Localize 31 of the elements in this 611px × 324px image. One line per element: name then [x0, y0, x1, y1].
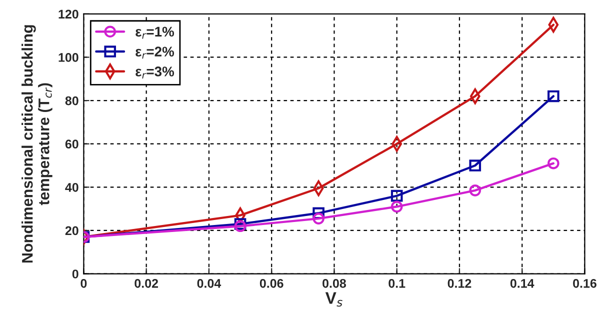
point	[548, 157, 560, 170]
x-axis-title: V$_{s}$	[325, 292, 342, 307]
y-tick-label: 80	[65, 96, 78, 106]
x-tick-label: 0	[80, 278, 87, 288]
y-tick-label: 0	[72, 270, 78, 278]
y-tick-label: 60	[65, 140, 78, 149]
point	[312, 207, 324, 220]
point	[390, 190, 403, 202]
point	[548, 90, 560, 102]
y-tick-label: 120	[58, 10, 78, 19]
x-tick-label: 0.1	[388, 278, 406, 288]
point	[234, 218, 246, 230]
y-tick-label: 40	[65, 182, 78, 192]
x-tick-label: 0.16	[573, 278, 596, 288]
legend-label: ε$_{r}$=1%	[136, 26, 174, 39]
legend-label: ε$_{r}$=3%	[136, 66, 174, 79]
x-tick-label: 0.02	[134, 278, 158, 288]
y-tick-label: 100	[58, 53, 78, 62]
point	[234, 220, 246, 232]
x-tick-label: 0.06	[260, 278, 284, 288]
point	[469, 184, 482, 196]
y-axis-title: Nondimensional critical buckling temperature (T$_{cr}$)	[22, 25, 52, 263]
x-tick-label: 0.14	[510, 278, 534, 288]
legend-label: ε$_{r}$=2%	[136, 46, 174, 59]
y-tick-label: 20	[65, 226, 78, 236]
x-tick-label: 0.08	[322, 278, 346, 288]
x-tick-label: 0.04	[197, 278, 222, 288]
x-tick-label: 0.12	[448, 278, 472, 288]
point	[312, 212, 324, 224]
point	[469, 160, 482, 172]
point	[390, 200, 403, 213]
